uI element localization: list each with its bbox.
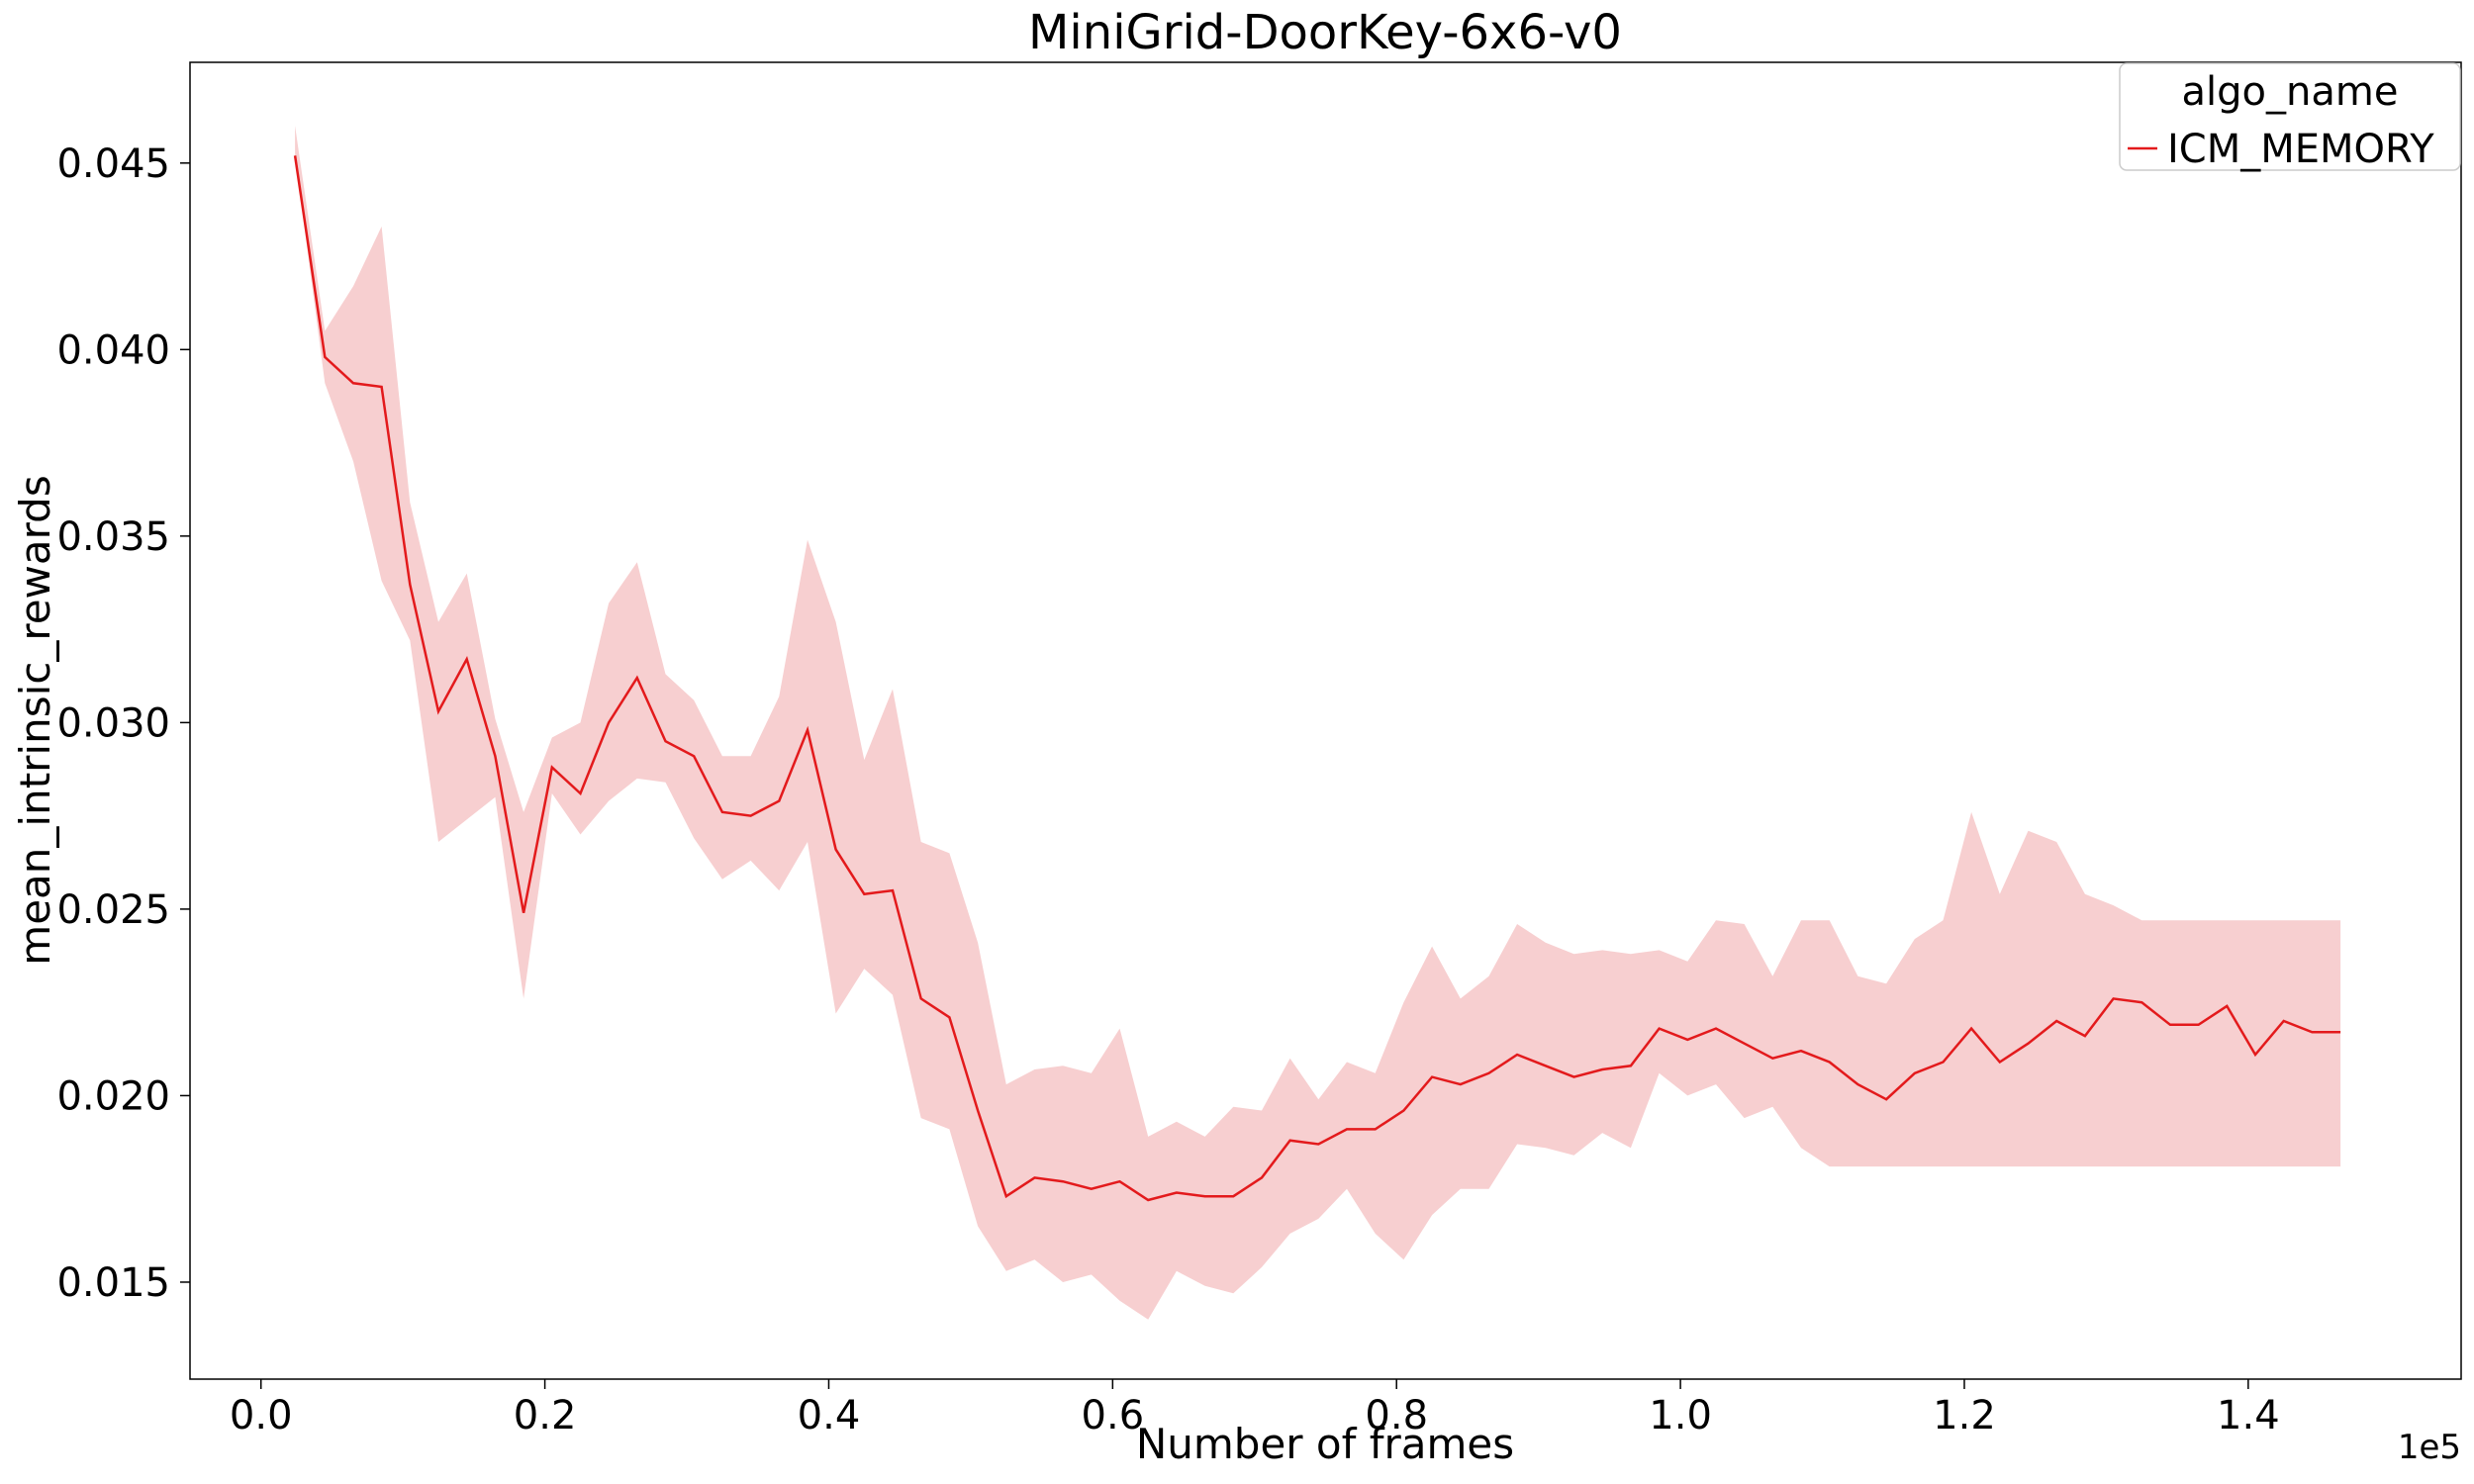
y-tick-label: 0.040: [56, 327, 170, 373]
y-tick-label: 0.015: [56, 1260, 170, 1306]
x-tick-label: 1.4: [2217, 1393, 2280, 1438]
legend-title: algo_name: [2182, 69, 2399, 115]
x-tick-label: 0.4: [798, 1393, 861, 1438]
x-tick-label: 1.2: [1933, 1393, 1996, 1438]
series-line-icm-memory: [293, 155, 2341, 1202]
plot-area: [293, 126, 2341, 1320]
x-tick-label: 0.2: [514, 1393, 577, 1438]
legend-label-icm-memory: ICM_MEMORY: [2167, 127, 2434, 172]
x-axis: 0.0 0.2 0.4 0.6 0.8 1.0 1.2 1.4: [230, 1379, 2280, 1438]
y-axis: 0.015 0.020 0.025 0.030 0.035 0.040 0.045: [56, 141, 190, 1306]
y-tick-label: 0.030: [56, 700, 170, 746]
y-tick-label: 0.035: [56, 514, 170, 560]
legend: algo_name ICM_MEMORY: [2119, 62, 2461, 172]
x-axis-offset-label: 1e5: [2398, 1428, 2461, 1467]
x-tick-label: 0.0: [230, 1393, 293, 1438]
x-tick-label: 0.6: [1082, 1393, 1145, 1438]
x-axis-label: Number of frames: [1136, 1420, 1514, 1468]
plot-frame: [189, 61, 2462, 1380]
legend-frame: [2119, 62, 2461, 171]
x-tick-label: 1.0: [1649, 1393, 1712, 1438]
confidence-band: [295, 126, 2341, 1320]
y-tick-label: 0.025: [56, 887, 170, 933]
chart-title: MiniGrid-DoorKey-6x6-v0: [1028, 5, 1622, 60]
x-tick-label: 0.8: [1365, 1393, 1428, 1438]
y-axis-label: mean_intrinsic_rewards: [11, 475, 59, 965]
y-tick-label: 0.045: [56, 141, 170, 187]
y-tick-label: 0.020: [56, 1073, 170, 1119]
